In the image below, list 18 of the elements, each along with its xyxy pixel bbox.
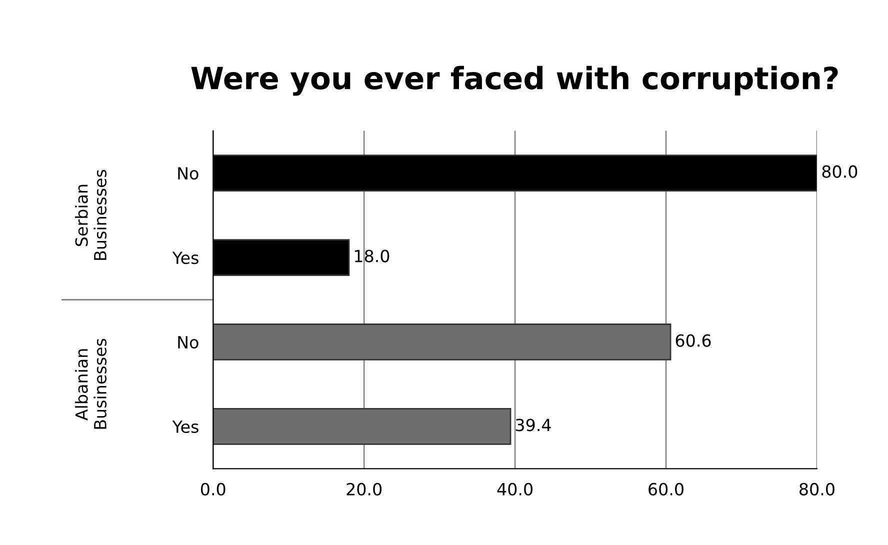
bar xyxy=(213,408,512,445)
x-tick-label: 0.0 xyxy=(200,482,226,496)
text: Albanian Businesses xyxy=(74,338,107,429)
data-label: 39.4 xyxy=(516,418,551,432)
chart-title: Were you ever faced with corruption? xyxy=(191,66,838,96)
y-tick-label: Yes xyxy=(172,420,198,434)
x-tick-label: 20.0 xyxy=(346,482,382,496)
x-tick-label: 60.0 xyxy=(648,482,684,496)
y-tick-label: Yes xyxy=(172,252,198,264)
data-label: 60.6 xyxy=(676,334,711,347)
bar xyxy=(213,324,672,360)
y-tick-label: No xyxy=(178,167,198,180)
data-label: 18.0 xyxy=(354,250,390,262)
y-tick-label: No xyxy=(178,336,198,349)
x-tick-label: 40.0 xyxy=(497,482,532,496)
data-label: 80.0 xyxy=(822,165,858,178)
text: Serbian Businesses xyxy=(74,170,107,260)
x-tick-label: 80.0 xyxy=(800,482,834,496)
